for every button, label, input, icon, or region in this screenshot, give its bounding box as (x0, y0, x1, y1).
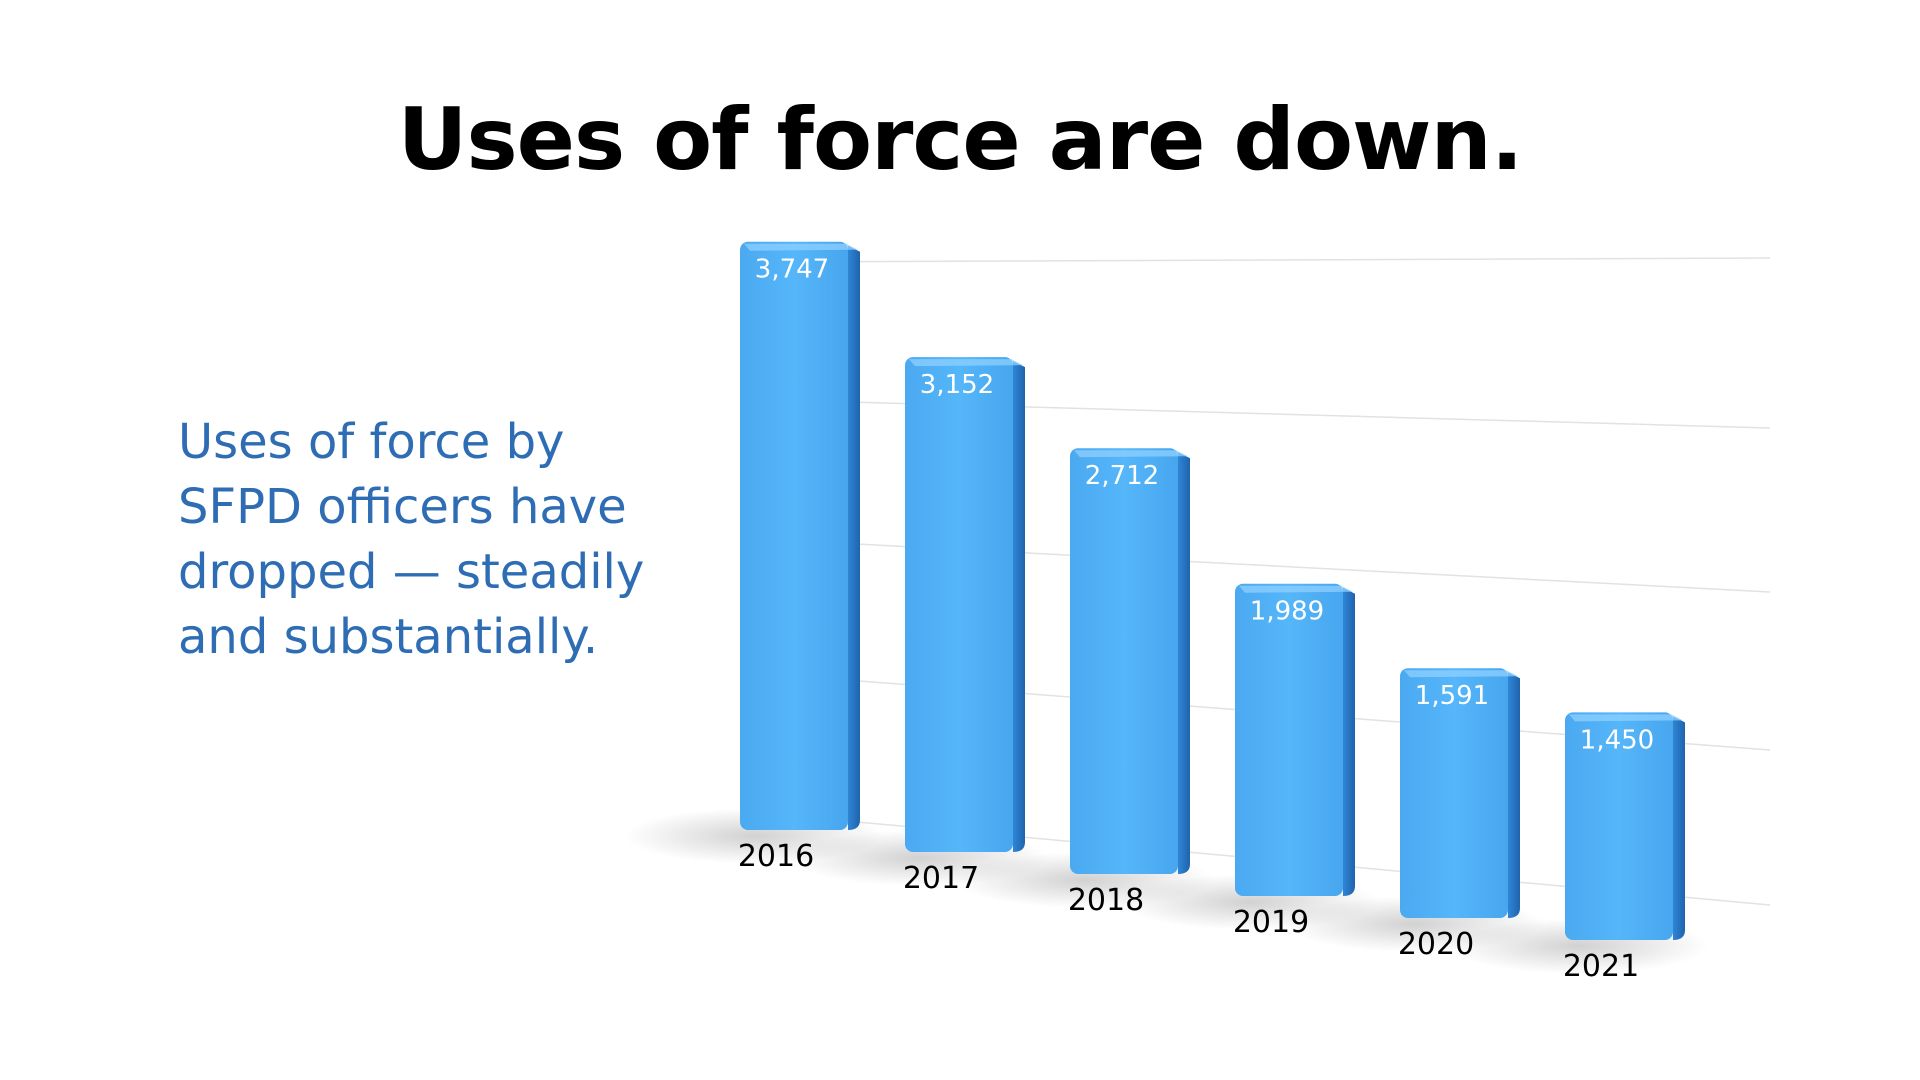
slide-subtitle: Uses of force by SFPD officers have drop… (178, 414, 645, 665)
bars (740, 241, 1685, 940)
category-label: 2019 (1233, 905, 1309, 940)
bar-top (744, 243, 858, 251)
bar-top (1074, 450, 1188, 458)
bar (740, 241, 860, 830)
bar (1235, 583, 1355, 896)
bar-front (740, 241, 848, 830)
bar-side (1508, 672, 1520, 918)
bar-front (1070, 448, 1178, 874)
category-label: 2020 (1398, 927, 1474, 962)
value-labels: 3,747 3,152 2,712 1,989 1,591 1,450 (755, 255, 1654, 756)
bar-shadows (624, 808, 1709, 974)
bar-value-label: 3,747 (755, 255, 829, 285)
bar-side (1178, 452, 1190, 874)
bar-front (1400, 668, 1508, 918)
bar-front (1565, 712, 1673, 940)
bar-value-label: 3,152 (920, 370, 994, 400)
bar-top (909, 359, 1023, 367)
category-label: 2016 (738, 839, 814, 874)
category-label: 2018 (1068, 883, 1144, 918)
bar-side (1343, 587, 1355, 896)
slide-title: Uses of force are down. (397, 90, 1524, 190)
category-label: 2017 (903, 861, 979, 896)
bar-value-label: 1,591 (1415, 681, 1489, 711)
bar-front (905, 357, 1013, 852)
bar (905, 357, 1025, 852)
category-label: 2021 (1563, 949, 1639, 984)
bar-value-label: 1,989 (1250, 597, 1324, 627)
category-labels: 2016 2017 2018 2019 2020 2021 (738, 839, 1639, 984)
bar-side (1013, 361, 1025, 852)
bar-top (1239, 585, 1353, 593)
bar-value-label: 1,450 (1580, 725, 1654, 755)
gridline (779, 257, 1771, 263)
bar (1400, 668, 1520, 918)
bar-top (1569, 714, 1683, 722)
bar-value-label: 2,712 (1085, 461, 1159, 491)
bar (1070, 448, 1190, 874)
bar-top (1404, 670, 1518, 678)
bar (1565, 712, 1685, 940)
bar-side (848, 245, 860, 830)
bar-front (1235, 583, 1343, 896)
bar-side (1673, 716, 1685, 940)
